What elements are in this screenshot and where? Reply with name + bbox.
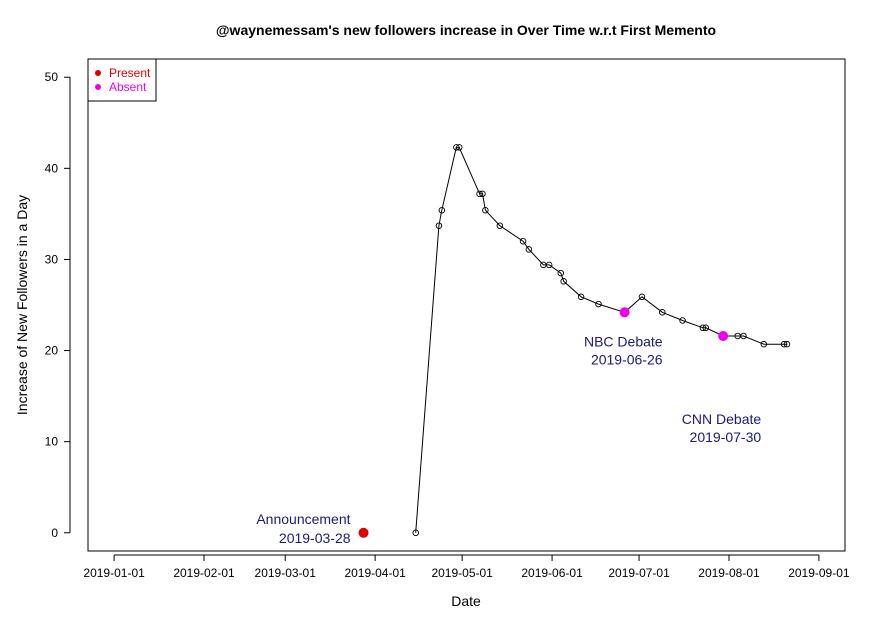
data-point — [760, 340, 768, 348]
data-points — [358, 144, 791, 538]
data-point — [455, 144, 463, 151]
data-point — [659, 309, 666, 316]
data-point — [780, 340, 788, 348]
x-tick-label: 2019-08-01 — [698, 566, 760, 580]
y-tick-label: 20 — [45, 344, 59, 358]
annotation-date: 2019-07-30 — [690, 429, 762, 445]
legend-label: Absent — [109, 80, 147, 94]
data-point-absent — [619, 307, 630, 318]
x-axis-label: Date — [451, 593, 481, 609]
annotations: Announcement 2019-03-28 NBC Debate 2019-06-… — [256, 333, 761, 545]
data-point-absent — [718, 330, 729, 341]
x-tick-label: 2019-09-01 — [788, 566, 850, 580]
data-point — [577, 293, 585, 301]
data-point — [679, 317, 686, 324]
data-point — [519, 237, 527, 245]
data-point — [545, 261, 553, 269]
legend-marker — [95, 70, 101, 76]
annotation-label: Announcement — [256, 511, 350, 527]
plot-frame — [87, 58, 846, 552]
y-tick-label: 40 — [45, 161, 59, 175]
annotation-date: 2019-06-26 — [591, 351, 663, 367]
y-tick-label: 50 — [45, 70, 59, 84]
data-point — [479, 190, 486, 198]
data-point — [702, 324, 710, 332]
x-tick-label: 2019-03-01 — [255, 566, 317, 580]
y-axis: 0 10 20 30 40 50 — [45, 70, 71, 540]
data-point — [525, 246, 533, 253]
chart-title: @waynemessam's new followers increase in… — [216, 22, 716, 38]
x-axis: 2019-01-01 2019-02-01 2019-03-01 2019-04-01… — [83, 554, 850, 580]
data-point — [496, 222, 504, 229]
x-tick-label: 2019-02-01 — [173, 566, 235, 580]
data-point-present — [358, 527, 369, 538]
data-point — [560, 278, 567, 285]
x-tick-label: 2019-05-01 — [431, 566, 493, 580]
data-point — [435, 222, 443, 229]
legend-label: Present — [109, 66, 151, 80]
x-tick-label: 2019-01-01 — [83, 566, 145, 580]
data-point — [412, 529, 419, 537]
data-point — [438, 206, 446, 214]
annotation-date: 2019-03-28 — [279, 530, 351, 546]
y-tick-label: 10 — [45, 435, 59, 449]
data-point — [482, 206, 489, 214]
y-tick-label: 0 — [51, 526, 58, 540]
annotation-label: CNN Debate — [682, 411, 762, 427]
y-axis-label: Increase of New Followers in a Day — [14, 195, 30, 415]
annotation-label: NBC Debate — [584, 333, 663, 349]
x-tick-label: 2019-04-01 — [344, 566, 406, 580]
data-point — [740, 332, 747, 340]
x-tick-label: 2019-06-01 — [521, 566, 583, 580]
y-tick-label: 30 — [45, 252, 59, 266]
data-point — [638, 293, 646, 301]
legend-box — [87, 58, 157, 102]
data-point — [453, 144, 460, 151]
data-point — [699, 324, 707, 332]
data-point — [595, 300, 602, 308]
data-point — [557, 269, 565, 277]
data-point — [476, 190, 483, 198]
data-point — [783, 340, 791, 348]
legend-marker — [95, 84, 101, 90]
x-tick-label: 2019-07-01 — [608, 566, 670, 580]
